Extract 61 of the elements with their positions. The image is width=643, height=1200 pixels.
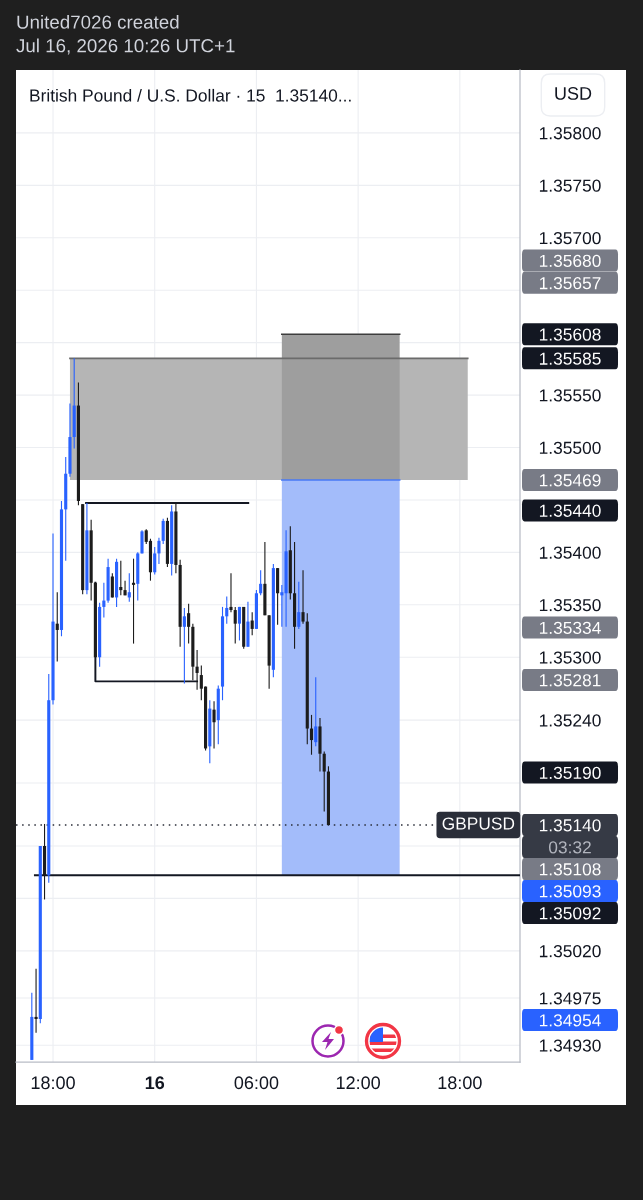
chart-title: United7026 created Jul 16, 2026 10:26 UTC+1 (16, 15, 235, 55)
candlestick (259, 569, 263, 596)
candlestick (110, 572, 114, 599)
candlestick (297, 581, 301, 630)
y-tick-label: 1.34930 (539, 1039, 601, 1052)
candlestick (314, 676, 318, 747)
candlestick (153, 546, 157, 575)
candlestick (322, 751, 326, 812)
candlestick (34, 968, 38, 1034)
text: British Pound / U.S. Dollar · 15 1.35140... (30, 88, 351, 102)
candlestick (55, 591, 59, 662)
candlestick (157, 537, 161, 565)
text: 1.35657 (539, 277, 601, 290)
candlestick (237, 606, 242, 642)
candlestick (301, 569, 305, 625)
y-tick-label: 1.35550 (539, 389, 601, 402)
candlestick (127, 572, 131, 603)
text: 1.34954 (539, 1014, 601, 1027)
candlestick (182, 607, 186, 685)
y-tick-label: 1.35240 (539, 714, 601, 727)
x-tick-label: 18:00 (31, 1076, 75, 1090)
x-tick-label: 06:00 (234, 1076, 279, 1090)
text: 1.35281 (539, 674, 601, 687)
y-tick-label: 1.34975 (539, 992, 601, 1005)
y-tick-label: 1.35500 (539, 441, 601, 454)
text: 1.35093 (539, 885, 601, 898)
y-axis-title: USD (555, 87, 592, 100)
candlestick (102, 582, 106, 618)
x-tick-label: 16 (145, 1076, 165, 1090)
candlestick (233, 606, 237, 645)
candlestick (250, 611, 254, 636)
ref-line-label: GBPUSD (442, 817, 515, 830)
text: 1.35092 (539, 907, 601, 920)
x-tick-label: 18:00 (438, 1076, 482, 1090)
text: 1.35190 (539, 766, 601, 780)
y-tick-label: 1.35800 (539, 127, 601, 140)
text: 1.35440 (539, 504, 601, 517)
y-tick-label: 1.35700 (539, 231, 601, 245)
text: 1.35140 (539, 819, 601, 832)
x-tick-label: 12:00 (336, 1076, 381, 1090)
candlestick (123, 580, 127, 596)
text: 03:32 (548, 841, 591, 854)
text: 1.35585 (539, 352, 601, 365)
y-tick-label: 1.35750 (539, 179, 601, 192)
text: 1.35608 (539, 328, 601, 341)
y-tick-label: 1.35400 (539, 546, 601, 559)
candlestick (280, 584, 284, 628)
candlestick (225, 595, 229, 625)
candlestick (309, 714, 314, 756)
candlestick (161, 518, 165, 545)
candlestick (229, 572, 233, 613)
text: 1.35108 (539, 863, 601, 876)
y-tick-label: 1.35350 (539, 598, 601, 612)
candlestick (187, 603, 191, 645)
y-tick-label: 1.35020 (539, 945, 601, 958)
candlestick (212, 700, 216, 750)
text: 1.35334 (539, 621, 601, 635)
y-tick-label: 1.35300 (539, 651, 601, 664)
text: 1.35469 (539, 474, 601, 487)
text: 1.35680 (539, 254, 601, 268)
candlestick (119, 560, 123, 596)
